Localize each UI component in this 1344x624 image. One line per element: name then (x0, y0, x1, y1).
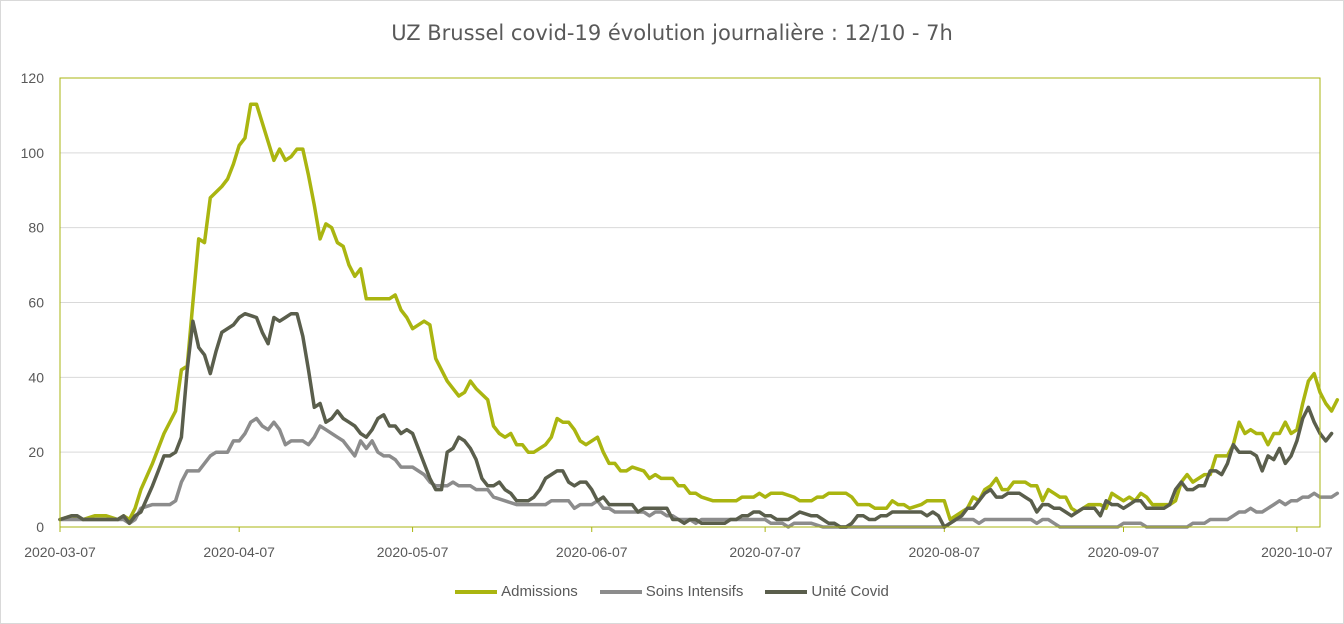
x-tick-label: 2020-05-07 (377, 544, 449, 560)
y-tick-label: 0 (36, 519, 44, 535)
chart-title: UZ Brussel covid-19 évolution journalièr… (391, 21, 953, 45)
legend-swatch-soins-intensifs (599, 589, 642, 594)
y-axis-ticks: 0 20 40 60 80 100 120 (21, 70, 45, 535)
legend-label-soins-intensifs: Soins Intensifs (645, 583, 744, 600)
legend-label-unite-covid: Unité Covid (811, 583, 889, 600)
y-tick-label: 40 (28, 369, 44, 385)
legend: Admissions Soins Intensifs Unité Covid (0, 583, 1344, 600)
legend-item-admissions: Admissions (455, 583, 578, 600)
y-tick-label: 20 (28, 444, 44, 460)
legend-label-admissions: Admissions (501, 583, 578, 600)
x-tick-label: 2020-06-07 (556, 544, 628, 560)
x-axis-ticks: 2020-03-07 2020-04-07 2020-05-07 2020-06-07… (24, 527, 1333, 560)
y-tick-label: 100 (21, 145, 45, 161)
x-tick-label: 2020-10-07 (1261, 544, 1333, 560)
y-tick-label: 60 (28, 295, 44, 311)
y-tick-label: 80 (28, 220, 44, 236)
legend-item-soins-intensifs: Soins Intensifs (599, 583, 744, 600)
x-tick-label: 2020-07-07 (729, 544, 801, 560)
legend-swatch-admissions (455, 589, 498, 594)
plot-area-border (59, 77, 1321, 528)
y-tick-label: 120 (21, 70, 45, 86)
x-tick-label: 2020-04-07 (203, 544, 275, 560)
series-line-soins-intensifs (58, 416, 1340, 529)
series-line-admissions (58, 102, 1340, 522)
legend-swatch-unite-covid (765, 589, 808, 594)
series-lines (58, 102, 1340, 529)
legend-item-unite-covid: Unité Covid (765, 583, 889, 600)
series-line-unite-covid (58, 311, 1334, 529)
x-tick-label: 2020-08-07 (908, 544, 980, 560)
gridlines (60, 77, 1320, 528)
x-tick-label: 2020-03-07 (24, 544, 96, 560)
x-tick-label: 2020-09-07 (1088, 544, 1160, 560)
